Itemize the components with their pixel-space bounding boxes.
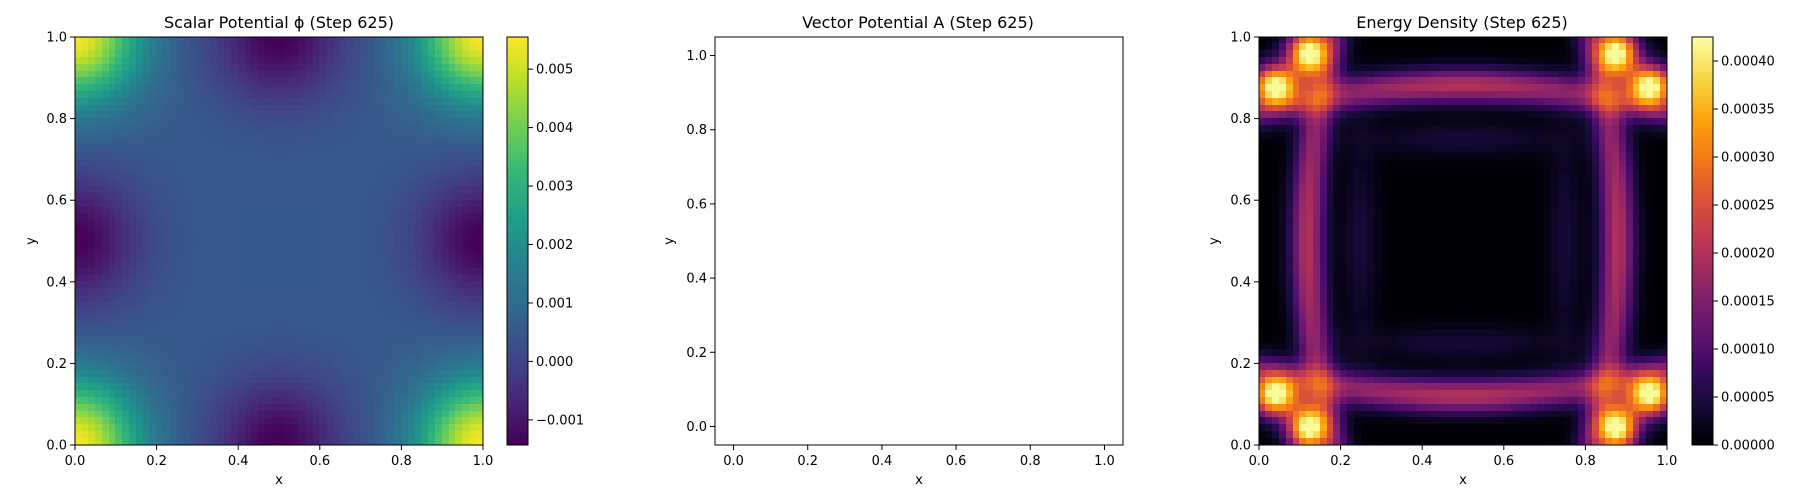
energy-density-ylabel: y	[1207, 237, 1222, 245]
y-tick-label: 0.6	[46, 194, 67, 209]
y-tick-label: 0.2	[46, 357, 67, 372]
energy-density-heatmap	[1259, 37, 1667, 445]
x-tick-label: 0.0	[723, 454, 744, 469]
y-tick-label: 0.4	[46, 275, 67, 290]
scalar-potential-panel: Scalar Potential ϕ (Step 625) 0.0 0.2 0.4 0…	[24, 13, 584, 488]
y-tick-label: 0.8	[1230, 112, 1251, 127]
scalar-potential-colorbar	[507, 37, 528, 445]
x-tick-label: 0.0	[1249, 454, 1270, 469]
x-tick-label: 1.0	[1657, 454, 1678, 469]
scalar-potential-heatmap	[75, 37, 483, 445]
vector-potential-panel: Vector Potential A (Step 625) 0.0 0.2 0.4 0…	[662, 13, 1124, 488]
vector-potential-ylabel: y	[662, 237, 677, 245]
y-tick-label: 0.0	[686, 420, 707, 435]
energy-density-colorbar	[1692, 37, 1713, 445]
vector-potential-axes-frame	[714, 36, 1124, 446]
energy-density-colorbar-frame	[1691, 36, 1714, 446]
vector-potential-xlabel: x	[915, 473, 923, 488]
x-tick-label: 0.6	[1493, 454, 1514, 469]
scalar-potential-axes-frame	[74, 36, 484, 446]
x-tick-label: 0.6	[309, 454, 330, 469]
y-tick-label: 0.2	[686, 346, 707, 361]
energy-density-colorbar-area	[1692, 37, 1713, 445]
colorbar-tick-label: 0.000	[536, 355, 573, 370]
y-tick-label: 0.6	[686, 197, 707, 212]
colorbar-tick-label: 0.00010	[1721, 343, 1775, 358]
colorbar-tick-label: 0.003	[536, 180, 573, 195]
energy-density-colorbar-ticks: 0.00000 0.00005 0.00010 0.00015 0.00020 0.000…	[1713, 55, 1775, 454]
colorbar-tick-label: 0.00015	[1721, 295, 1775, 310]
scalar-potential-ticks: 0.0 0.2 0.4 0.6 0.8 1.0 0.0 0.2 0.4 0.6 0.8 1.0	[46, 31, 493, 470]
x-tick-label: 0.8	[391, 454, 412, 469]
x-tick-label: 0.8	[1020, 454, 1041, 469]
scalar-potential-xlabel: x	[275, 473, 283, 488]
x-tick-label: 0.4	[228, 454, 249, 469]
x-tick-label: 0.6	[946, 454, 967, 469]
colorbar-tick-label: 0.00040	[1721, 55, 1775, 70]
x-tick-label: 0.0	[65, 454, 86, 469]
x-tick-label: 1.0	[1094, 454, 1115, 469]
energy-density-panel: Energy Density (Step 625) 0.0 0.2 0.4 0.6 0.…	[1207, 13, 1775, 488]
y-tick-label: 1.0	[46, 31, 67, 46]
y-tick-label: 0.4	[686, 272, 707, 287]
colorbar-tick-label: 0.00005	[1721, 391, 1775, 406]
vector-potential-title: Vector Potential A (Step 625)	[802, 13, 1034, 32]
colorbar-tick-label: 0.00035	[1721, 103, 1775, 118]
scalar-potential-title: Scalar Potential ϕ (Step 625)	[164, 13, 394, 32]
energy-density-heatmap-area	[1259, 37, 1667, 445]
colorbar-tick-label: 0.00025	[1721, 199, 1775, 214]
y-tick-label: 0.0	[46, 439, 67, 454]
x-tick-label: 0.8	[1575, 454, 1596, 469]
y-tick-label: 0.0	[1230, 439, 1251, 454]
y-tick-label: 0.4	[1230, 275, 1251, 290]
colorbar-tick-label: 0.00020	[1721, 247, 1775, 262]
y-tick-label: 1.0	[1230, 31, 1251, 46]
x-tick-label: 0.4	[872, 454, 893, 469]
colorbar-tick-label: 0.002	[536, 238, 573, 253]
colorbar-tick-label: −0.001	[536, 413, 584, 428]
y-tick-label: 1.0	[686, 49, 707, 64]
y-tick-label: 0.8	[686, 123, 707, 138]
colorbar-tick-label: 0.001	[536, 296, 573, 311]
y-tick-label: 0.6	[1230, 194, 1251, 209]
x-tick-label: 0.2	[146, 454, 167, 469]
scalar-potential-colorbar-ticks: −0.001 0.000 0.001 0.002 0.003 0.004 0.005	[528, 63, 584, 428]
vector-potential-ticks: 0.0 0.2 0.4 0.6 0.8 1.0 0.0 0.2 0.4 0.6 0.8 1.0	[686, 49, 1114, 469]
energy-density-axes-frame	[1258, 36, 1668, 446]
x-tick-label: 0.2	[1330, 454, 1351, 469]
scalar-potential-colorbar-area	[507, 37, 528, 445]
energy-density-ticks: 0.0 0.2 0.4 0.6 0.8 1.0 0.0 0.2 0.4 0.6 0.8 1.0	[1230, 31, 1677, 470]
scalar-potential-heatmap-area	[75, 37, 483, 445]
colorbar-tick-label: 0.00030	[1721, 151, 1775, 166]
x-tick-label: 0.4	[1412, 454, 1433, 469]
colorbar-tick-label: 0.004	[536, 121, 573, 136]
energy-density-xlabel: x	[1459, 473, 1467, 488]
y-tick-label: 0.8	[46, 112, 67, 127]
x-tick-label: 0.2	[797, 454, 818, 469]
scalar-potential-colorbar-frame	[506, 36, 529, 446]
colorbar-tick-label: 0.005	[536, 63, 573, 78]
y-tick-label: 0.2	[1230, 357, 1251, 372]
colorbar-tick-label: 0.00000	[1721, 439, 1775, 454]
scalar-potential-ylabel: y	[24, 237, 39, 245]
energy-density-title: Energy Density (Step 625)	[1356, 13, 1568, 32]
x-tick-label: 1.0	[473, 454, 494, 469]
